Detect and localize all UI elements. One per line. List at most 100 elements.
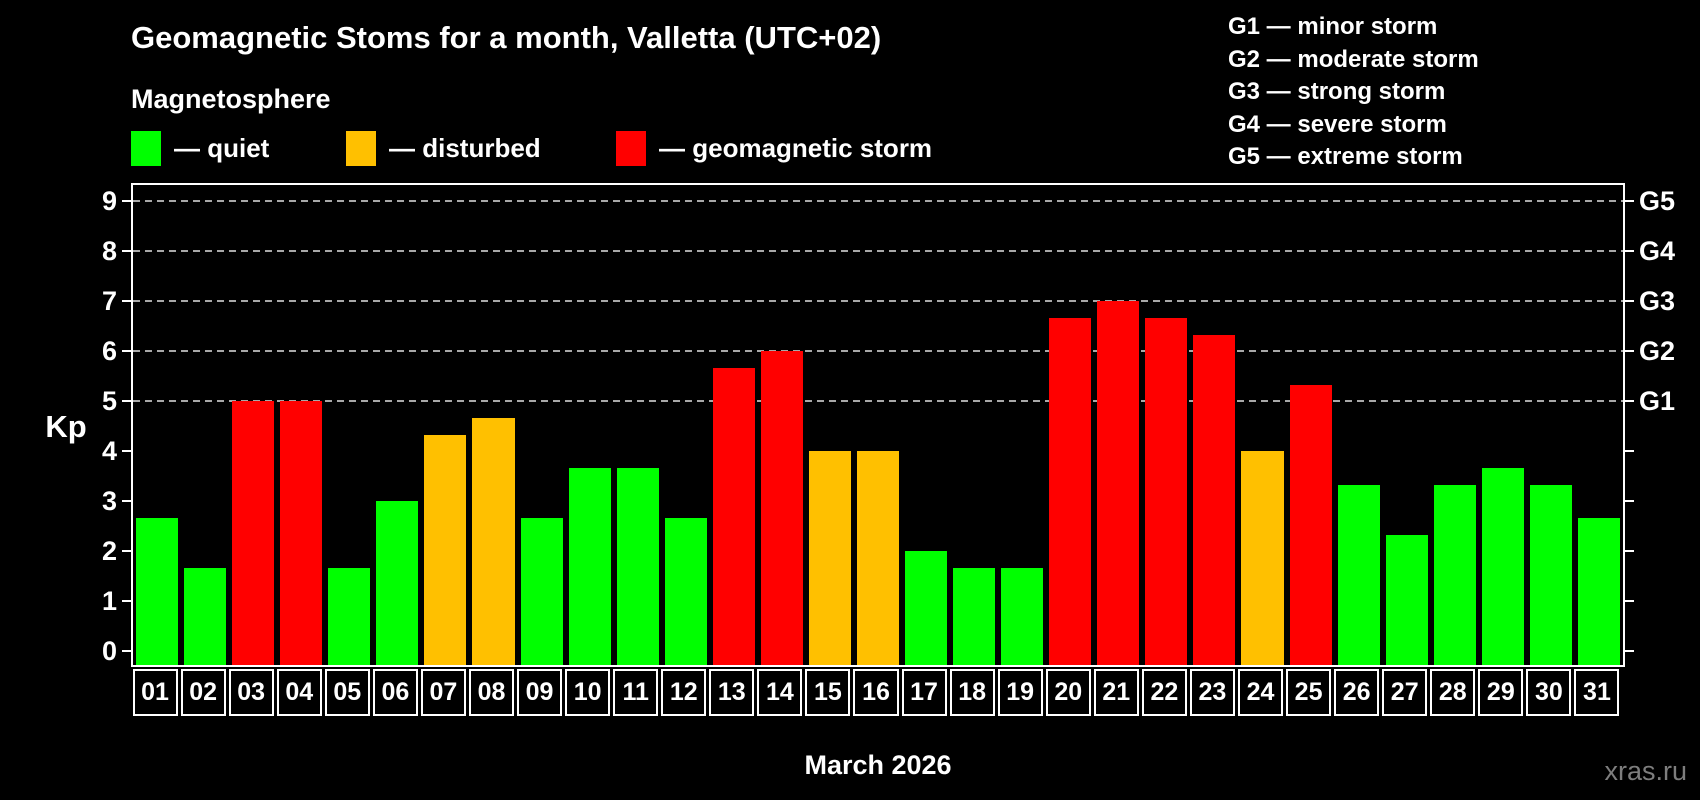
bar-day-31 — [1577, 517, 1620, 665]
bar-day-24 — [1241, 451, 1284, 665]
storm-swatch-icon — [616, 131, 646, 166]
legend-item-quiet: — quiet — [131, 131, 269, 166]
gridline-kp-6 — [133, 350, 1623, 352]
day-cell-20: 20 — [1045, 669, 1091, 716]
watermark: xras.ru — [1604, 756, 1687, 786]
y-axis-label-6: 6 — [101, 336, 117, 366]
day-cell-05: 05 — [324, 669, 370, 716]
storm-scale-line-G3: G3 — strong storm — [1228, 78, 1446, 105]
day-cell-14: 14 — [757, 669, 803, 716]
bar-day-21 — [1097, 301, 1140, 665]
day-cell-04: 04 — [276, 669, 322, 716]
day-cell-19: 19 — [997, 669, 1043, 716]
tick-right-9 — [1625, 200, 1634, 202]
day-cell-10: 10 — [565, 669, 611, 716]
day-cell-30: 30 — [1526, 669, 1572, 716]
bars-layer — [133, 185, 1623, 665]
y-axis-label-9: 9 — [101, 186, 117, 216]
day-cell-03: 03 — [228, 669, 274, 716]
day-cell-06: 06 — [372, 669, 418, 716]
y-axis-label-5: 5 — [101, 386, 117, 416]
y-axis-label-3: 3 — [101, 486, 117, 516]
gridline-kp-8 — [133, 250, 1623, 252]
storm-scale-line-G4: G4 — severe storm — [1228, 110, 1447, 138]
gridline-kp-5 — [133, 400, 1623, 402]
bar-day-17 — [905, 551, 948, 665]
day-cell-22: 22 — [1141, 669, 1187, 716]
tick-left-2 — [122, 550, 131, 552]
day-cell-07: 07 — [420, 669, 466, 716]
bar-day-11 — [616, 467, 659, 665]
storm-scale-line-G5: G5 — extreme storm — [1228, 143, 1463, 170]
axis-decor: 0 1 2 3 4 5 6 7 8 9 G1 G2 G3 G4 G5 — [102, 185, 1675, 666]
day-cell-16: 16 — [853, 669, 899, 716]
tick-left-8 — [122, 250, 131, 252]
quiet-swatch-icon — [131, 131, 161, 166]
tick-right-8 — [1625, 250, 1634, 252]
day-cell-08: 08 — [468, 669, 514, 716]
bar-day-28 — [1433, 484, 1476, 665]
day-cell-23: 23 — [1189, 669, 1235, 716]
bar-day-15 — [808, 451, 851, 665]
x-axis-day-labels: 01 02 03 04 05 06 07 08 09 10 11 12 13 14 15 16 17 18 19 20… — [131, 669, 1625, 716]
chart-title: Geomagnetic Stoms for a month, Valletta … — [131, 20, 882, 55]
bar-day-25 — [1289, 384, 1332, 665]
day-cell-02: 02 — [180, 669, 226, 716]
tick-right-6 — [1625, 350, 1634, 352]
bar-day-07 — [424, 434, 467, 665]
storm-scale-line-G1: G1 — minor storm — [1228, 13, 1438, 40]
bar-day-08 — [472, 417, 515, 665]
tick-right-7 — [1625, 300, 1634, 302]
bar-day-03 — [232, 401, 275, 665]
bar-day-27 — [1385, 534, 1428, 665]
tick-left-1 — [122, 600, 131, 602]
tick-left-5 — [122, 400, 131, 402]
day-cell-21: 21 — [1093, 669, 1139, 716]
g-scale-label-G1: G1 — [1639, 386, 1676, 416]
legend-label-disturbed: — disturbed — [389, 133, 541, 163]
tick-left-9 — [122, 200, 131, 202]
y-axis-label-2: 2 — [101, 536, 117, 566]
g-scale-label-G3: G3 — [1639, 286, 1676, 316]
bar-day-26 — [1337, 484, 1380, 665]
y-axis-title: Kp — [45, 409, 87, 444]
bar-day-02 — [184, 567, 227, 665]
storm-scale-line-G2: G2 — moderate storm — [1228, 45, 1479, 73]
bar-day-13 — [712, 367, 755, 665]
gridline-kp-9 — [133, 200, 1623, 202]
day-cell-29: 29 — [1478, 669, 1524, 716]
bar-day-06 — [376, 501, 419, 665]
bar-day-05 — [328, 567, 371, 665]
storm-scale-legend: G1 — minor storm G2 — moderate storm G3 — … — [1228, 11, 1479, 174]
plot-area: 0 1 2 3 4 5 6 7 8 9 G1 G2 G3 G4 G5 — [102, 183, 1675, 667]
bar-day-04 — [280, 401, 323, 665]
day-cell-11: 11 — [613, 669, 659, 716]
y-axis-label-1: 1 — [101, 586, 117, 616]
legend-label-storm: — geomagnetic storm — [659, 133, 933, 163]
day-cell-17: 17 — [901, 669, 947, 716]
bar-day-01 — [136, 517, 179, 665]
tick-left-7 — [122, 300, 131, 302]
tick-left-3 — [122, 500, 131, 502]
day-cell-13: 13 — [709, 669, 755, 716]
bar-day-29 — [1481, 467, 1524, 665]
bar-day-30 — [1529, 484, 1572, 665]
chart-subtitle: Magnetosphere — [131, 84, 331, 114]
day-cell-27: 27 — [1382, 669, 1428, 716]
grid-layer — [133, 185, 1623, 665]
day-cell-01: 01 — [132, 669, 178, 716]
g-scale-label-G4: G4 — [1639, 236, 1676, 266]
day-cell-25: 25 — [1286, 669, 1332, 716]
bar-day-09 — [520, 517, 563, 665]
day-cell-31: 31 — [1574, 669, 1620, 716]
y-axis-label-7: 7 — [101, 286, 117, 316]
bar-day-23 — [1193, 334, 1236, 665]
bar-day-22 — [1145, 317, 1188, 665]
tick-right-4 — [1625, 450, 1634, 452]
tick-left-0 — [122, 650, 131, 652]
y-axis-label-0: 0 — [101, 636, 117, 666]
tick-right-0 — [1625, 650, 1634, 652]
bar-day-10 — [568, 467, 611, 665]
day-cell-09: 09 — [517, 669, 563, 716]
tick-left-6 — [122, 350, 131, 352]
